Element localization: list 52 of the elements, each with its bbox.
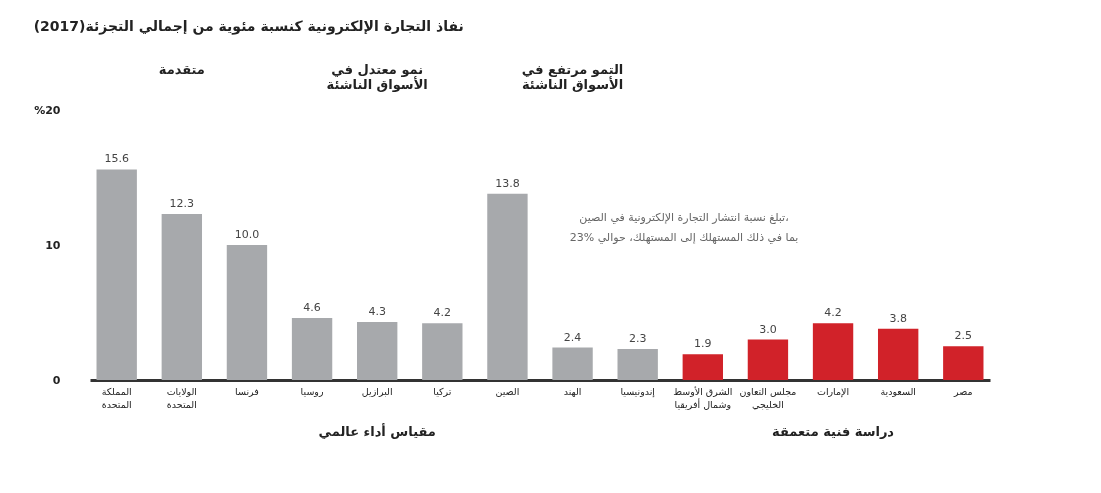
bar bbox=[812, 323, 854, 380]
bar bbox=[161, 213, 203, 380]
text: دراسة فنية متعمقة bbox=[772, 424, 895, 439]
x-tick-label: الشرق الأوسط وشمال أفريقيا bbox=[673, 385, 733, 410]
text: مقياس أداء عالمي bbox=[318, 423, 436, 439]
data-label: 13.8 bbox=[495, 176, 520, 190]
chart-title: نفاذ التجارة الإلكترونية كنسبة مئوية من إجمالي التجزئة(2017) bbox=[33, 18, 464, 35]
y-tick-label: 10 bbox=[45, 238, 61, 252]
text: متقدمة bbox=[158, 62, 205, 77]
data-label: 2.5 bbox=[954, 329, 973, 343]
data-label: 12.3 bbox=[169, 196, 195, 210]
x-tick-label: إندونيسيا bbox=[620, 385, 656, 398]
x-tick-label: الهند bbox=[563, 385, 582, 397]
annotation: تبلغ نسبة انتشار التجارة الإلكترونية في الصين، بما في ذلك المستهلك إلى المستهلك، حوالي %23 bbox=[569, 211, 799, 244]
x-tick-label: الولايات المتحدة bbox=[166, 385, 197, 410]
bar bbox=[357, 321, 398, 380]
x-tick-label: مجلس التعاون الخليجي bbox=[739, 385, 797, 410]
bar bbox=[226, 245, 268, 380]
x-tick-label: البرازيل bbox=[361, 385, 393, 397]
x-tick-label: السعودية bbox=[880, 385, 916, 397]
data-label: 2.4 bbox=[563, 330, 582, 344]
data-label: 3.8 bbox=[889, 311, 907, 325]
data-label: 15.6 bbox=[104, 152, 129, 166]
x-tick-label: الصين bbox=[495, 385, 520, 397]
data-label: 4.2 bbox=[433, 306, 452, 320]
text: التمو مرتفع في الأسواق الناشئة bbox=[521, 62, 624, 92]
bar bbox=[943, 346, 984, 380]
y-tick-label: 0 bbox=[52, 373, 61, 387]
bar bbox=[682, 354, 723, 380]
x-tick-label: تركيا bbox=[433, 385, 452, 397]
text: نمو معتدل في الأسواق الناشئة bbox=[326, 62, 428, 92]
bar bbox=[617, 348, 658, 380]
bar bbox=[96, 169, 137, 380]
bar bbox=[422, 323, 463, 380]
x-tick-label: مصر bbox=[953, 385, 973, 397]
data-label: 4.2 bbox=[824, 306, 842, 320]
data-label: 2.3 bbox=[628, 331, 647, 345]
bar bbox=[487, 193, 528, 380]
bar bbox=[552, 347, 593, 380]
x-tick-label: المملكة المتحدة bbox=[101, 385, 132, 410]
data-label: 3.0 bbox=[759, 322, 777, 336]
bar bbox=[291, 317, 333, 380]
x-tick-label: فرنسا bbox=[235, 385, 259, 397]
data-label: 4.3 bbox=[368, 304, 386, 318]
bar bbox=[747, 339, 789, 380]
data-label: 1.9 bbox=[694, 337, 712, 351]
data-label: 4.6 bbox=[303, 300, 321, 314]
x-tick-label: الإمارات bbox=[816, 385, 850, 398]
y-tick-label: %20 bbox=[34, 103, 61, 117]
data-label: 10.0 bbox=[234, 228, 260, 241]
bar bbox=[877, 328, 919, 380]
x-tick-label: روسيا bbox=[300, 385, 324, 397]
